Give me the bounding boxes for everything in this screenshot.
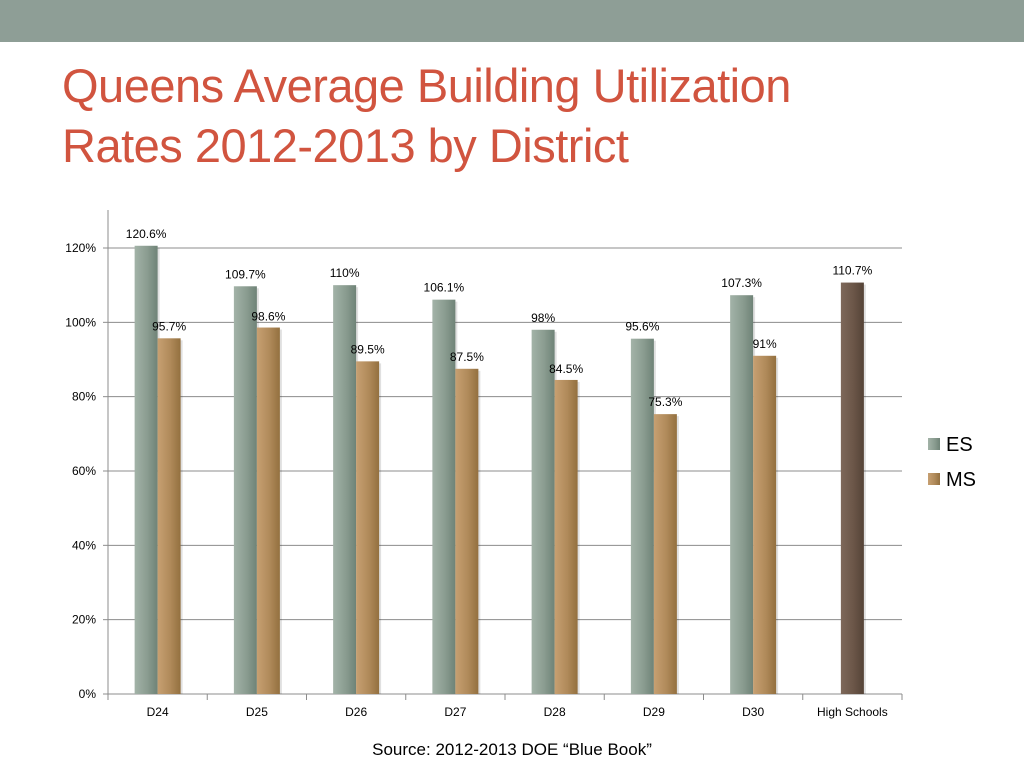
- legend: ES MS: [928, 434, 976, 491]
- legend-swatch: [928, 473, 940, 485]
- legend-swatch: [928, 438, 940, 450]
- data-label: 89.5%: [351, 342, 385, 356]
- bar-high-schools: [840, 282, 864, 694]
- data-label: 91%: [753, 337, 777, 351]
- bar-ms: [455, 368, 479, 694]
- x-tick-label: D29: [643, 705, 665, 719]
- utilization-bar-chart: 0% 20% 40% 60% 80% 100% 120% D24 D25 D26 D27 D28 D29…: [65, 210, 976, 719]
- y-tick-label: 20%: [72, 613, 96, 627]
- bar-es: [333, 285, 357, 694]
- bar-es: [233, 286, 257, 694]
- slide-title-line-1: Queens Average Building Utilization: [62, 59, 791, 112]
- data-labels: 120.6% 95.7% 109.7% 98.6% 110% 89.5% 106.1% 87.…: [126, 227, 873, 409]
- y-tick-label: 120%: [65, 241, 96, 255]
- data-label: 110.7%: [832, 264, 872, 278]
- data-label: 109.7%: [225, 267, 266, 281]
- legend-label: ES: [946, 434, 973, 456]
- bar-es: [730, 295, 754, 694]
- x-tick-label: D30: [742, 705, 764, 719]
- data-label: 110%: [330, 266, 360, 280]
- bar-ms: [653, 414, 677, 694]
- y-tick-label: 80%: [72, 390, 96, 404]
- bar-ms: [256, 327, 280, 694]
- data-label: 84.5%: [549, 362, 583, 376]
- x-tick-label: D27: [444, 705, 466, 719]
- bar-ms: [753, 355, 777, 694]
- gridlines: [108, 247, 902, 695]
- bar-es: [531, 329, 555, 694]
- bars: [134, 245, 866, 694]
- bar-es: [432, 299, 456, 694]
- x-tick-label: D24: [147, 705, 169, 719]
- data-label: 106.1%: [424, 281, 465, 295]
- x-tick-label: D26: [345, 705, 367, 719]
- bar-es: [134, 245, 158, 694]
- bar-ms: [554, 379, 578, 694]
- y-tick-label: 100%: [65, 315, 96, 329]
- bar-ms: [157, 338, 181, 694]
- data-label: 120.6%: [126, 227, 167, 241]
- data-label: 75.3%: [648, 395, 682, 409]
- y-tick-label: 0%: [79, 687, 97, 701]
- x-tick-label: High Schools: [817, 705, 888, 719]
- top-bar: [0, 0, 1024, 42]
- data-label: 98.6%: [251, 310, 285, 324]
- slide-title: Queens Average Building Utilization Rate…: [62, 56, 962, 176]
- data-label: 87.5%: [450, 350, 484, 364]
- data-label: 107.3%: [721, 276, 762, 290]
- axes: 0% 20% 40% 60% 80% 100% 120% D24 D25 D26 D27 D28 D29…: [65, 210, 903, 719]
- y-tick-label: 40%: [72, 538, 96, 552]
- source-note: Source: 2012-2013 DOE “Blue Book”: [372, 740, 652, 759]
- bar-es: [630, 338, 654, 694]
- legend-label: MS: [946, 469, 976, 491]
- bar-ms: [356, 361, 380, 694]
- x-tick-label: D25: [246, 705, 268, 719]
- data-label: 95.6%: [625, 320, 659, 334]
- y-tick-label: 60%: [72, 464, 96, 478]
- x-tick-label: D28: [544, 705, 566, 719]
- data-label: 98%: [531, 311, 555, 325]
- data-label: 95.7%: [152, 319, 186, 333]
- slide-title-line-2: Rates 2012-2013 by District: [62, 119, 629, 172]
